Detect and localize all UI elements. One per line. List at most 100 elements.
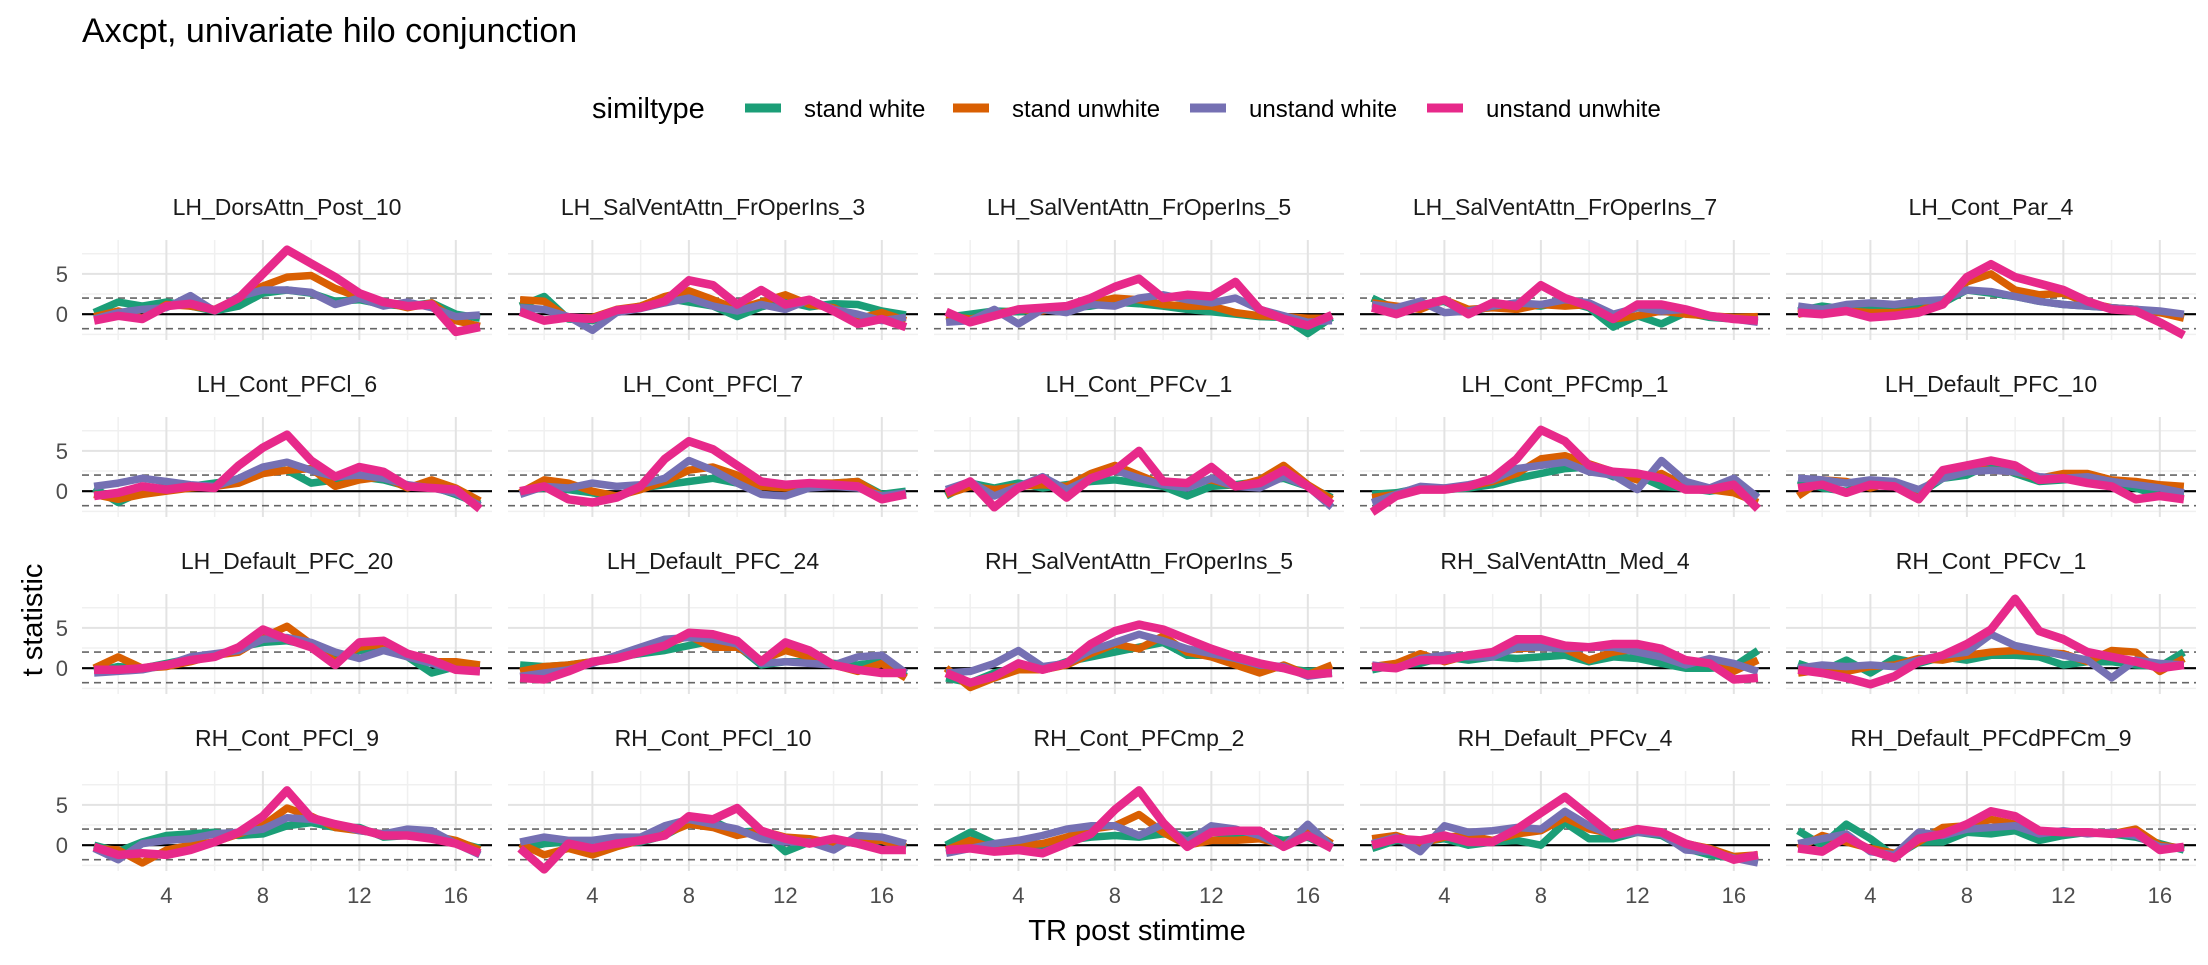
x-tick-label: 12 [347,883,371,908]
y-tick-label: 5 [56,262,68,287]
facet-label: LH_Cont_Par_4 [1909,194,2074,220]
x-tick-label: 16 [870,883,894,908]
x-tick-label: 8 [1961,883,1973,908]
y-tick-label: 0 [56,302,68,327]
series-line-unstand-white [519,815,907,854]
x-tick-label: 4 [586,883,598,908]
x-axis-title: TR post stimtime [1028,915,1246,947]
legend-label-stand-white: stand white [804,96,925,123]
facet-panel-lh-default-pfc-20: LH_Default_PFC_20 0 5 [56,548,492,694]
chart-title: Axcpt, univariate hilo conjunction [82,12,577,50]
series-line-unstand-unwhite [519,628,906,684]
facet-panel-lh-salventattn-froperins-7: LH_SalVentAttn_FrOperIns_7 [1360,194,1770,340]
series-line-unstand-unwhite [1369,425,1761,516]
series-line-unstand-unwhite [519,436,907,507]
facet-label: RH_SalVentAttn_Med_4 [1440,548,1690,574]
facet-label: RH_SalVentAttn_FrOperIns_5 [985,548,1293,574]
x-tick-label: 8 [1109,883,1121,908]
legend: similtype stand white stand unwhite unstand… [592,93,1661,125]
facet-panel-lh-cont-pfcmp-1: LH_Cont_PFCmp_1 [1360,371,1770,517]
facet-panel-lh-cont-pfcl-6: LH_Cont_PFCl_6 0 5 [56,371,492,517]
x-tick-label: 12 [1625,883,1649,908]
series-line-unstand-unwhite [1370,792,1759,864]
series-line-unstand-unwhite [518,276,908,332]
facet-panel-rh-default-pfcv-4: RH_Default_PFCv_4 4 8 12 16 [1360,725,1770,908]
facet-panel-lh-salventattn-froperins-3: LH_SalVentAttn_FrOperIns_3 [508,194,918,340]
facet-label: LH_SalVentAttn_FrOperIns_7 [1413,194,1717,220]
x-tick-label: 16 [1722,883,1746,908]
facet-panel-rh-default-pfcdpfcm-9: RH_Default_PFCdPFCm_9 4 8 12 16 [1786,725,2196,908]
x-tick-label: 16 [444,883,468,908]
series-line-unstand-unwhite [1370,280,1759,325]
series-line-unstand-unwhite [1797,456,2185,504]
facet-label: RH_Cont_PFCv_1 [1896,548,2086,574]
y-tick-label: 0 [56,479,68,504]
facet-panel-rh-cont-pfcl-10: RH_Cont_PFCl_10 4 8 12 16 [508,725,918,908]
series-line-unstand-white [1797,466,2185,497]
x-tick-label: 8 [1535,883,1547,908]
series-line-unstand-unwhite [1797,259,2186,339]
facet-label: LH_Default_PFC_20 [181,548,393,574]
facet-label: LH_DorsAttn_Post_10 [173,194,402,220]
series-line-unstand-unwhite [945,786,1334,858]
series-line-unstand-unwhite [93,245,481,337]
facet-label: LH_Default_PFC_24 [607,548,819,574]
x-tick-label: 4 [1012,883,1024,908]
facet-label: LH_Cont_PFCmp_1 [1461,371,1668,397]
y-tick-label: 0 [56,833,68,858]
series-line-unstand-unwhite [1797,594,2185,689]
series-line-unstand-unwhite [1797,807,2185,863]
x-tick-label: 8 [683,883,695,908]
series-line-unstand-unwhite [94,625,481,676]
facet-panel-lh-default-pfc-10: LH_Default_PFC_10 [1786,371,2196,517]
legend-label-unstand-white: unstand white [1249,96,1397,123]
x-tick-label: 16 [2148,883,2172,908]
series-line-unstand-unwhite [1371,634,1759,684]
y-axis-title: t statistic [17,564,49,677]
facet-panel-lh-salventattn-froperins-5: LH_SalVentAttn_FrOperIns_5 [934,194,1344,340]
facet-label: LH_Cont_PFCv_1 [1046,371,1233,397]
facet-label: RH_Cont_PFCl_9 [195,725,379,751]
facet-panel-lh-default-pfc-24: LH_Default_PFC_24 [508,548,918,694]
facet-panel-rh-cont-pfcl-9: RH_Cont_PFCl_9 0 5 4 8 12 16 [56,725,492,908]
x-tick-label: 12 [1199,883,1223,908]
facet-panel-lh-cont-par-4: LH_Cont_Par_4 [1786,194,2196,340]
facet-label: RH_Cont_PFCl_10 [615,725,812,751]
facet-panel-rh-cont-pfcv-1: RH_Cont_PFCv_1 [1786,548,2196,694]
facet-label: LH_Default_PFC_10 [1885,371,2097,397]
x-tick-label: 16 [1296,883,1320,908]
y-tick-label: 5 [56,439,68,464]
facet-panels: LH_DorsAttn_Post_10 0 5 LH_SalVentAttn_FrOp… [56,194,2196,908]
y-tick-label: 5 [56,616,68,641]
series-line-unstand-unwhite [92,786,482,860]
x-tick-label: 12 [2051,883,2075,908]
facet-panel-lh-dorsattn-post-10: LH_DorsAttn_Post_10 0 5 [56,194,492,340]
series-line-unstand-unwhite [944,446,1335,512]
series-line-unstand-unwhite [517,803,906,874]
facet-panel-rh-salventattn-froperins-5: RH_SalVentAttn_FrOperIns_5 [934,548,1344,694]
y-tick-label: 5 [56,793,68,818]
facet-label: LH_Cont_PFCl_6 [197,371,377,397]
series-line-unstand-unwhite [944,620,1333,687]
facet-label: RH_Cont_PFCmp_2 [1034,725,1245,751]
legend-title: similtype [592,93,705,125]
facet-label: LH_SalVentAttn_FrOperIns_3 [561,194,865,220]
series-line-unstand-white [92,814,482,864]
x-tick-label: 4 [1438,883,1450,908]
legend-label-stand-unwhite: stand unwhite [1012,96,1160,123]
x-tick-label: 12 [773,883,797,908]
facet-label: RH_Default_PFCv_4 [1458,725,1673,751]
facet-label: LH_SalVentAttn_FrOperIns_5 [987,194,1291,220]
facet-panel-rh-cont-pfcmp-2: RH_Cont_PFCmp_2 4 8 12 16 [934,725,1344,908]
series-line-unstand-unwhite [944,274,1334,330]
facet-panel-lh-cont-pfcv-1: LH_Cont_PFCv_1 [934,371,1344,517]
x-tick-label: 8 [257,883,269,908]
series-line-unstand-unwhite [93,430,483,513]
facet-panel-rh-salventattn-med-4: RH_SalVentAttn_Med_4 [1360,548,1770,694]
facet-label: RH_Default_PFCdPFCm_9 [1850,725,2131,751]
facet-label: LH_Cont_PFCl_7 [623,371,803,397]
facet-panel-lh-cont-pfcl-7: LH_Cont_PFCl_7 [508,371,918,517]
x-tick-label: 4 [1864,883,1876,908]
